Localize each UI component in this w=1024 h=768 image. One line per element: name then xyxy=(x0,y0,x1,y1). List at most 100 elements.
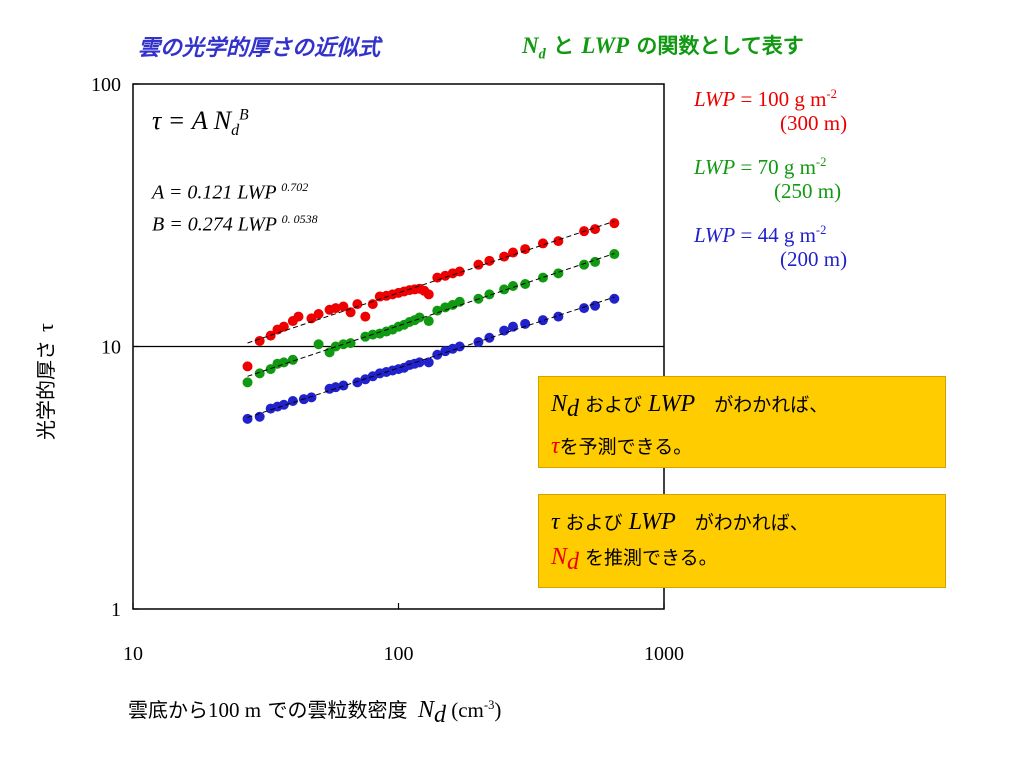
note-tail: を予測できる。 xyxy=(559,436,693,459)
legend-lwp-exp: -2 xyxy=(815,155,827,169)
note-mid: および xyxy=(579,394,649,416)
data-point xyxy=(520,244,531,255)
legend-lwp-label: LWP xyxy=(694,223,736,247)
data-point xyxy=(454,296,465,307)
data-point xyxy=(579,303,590,314)
data-point xyxy=(287,395,298,406)
data-point xyxy=(287,354,298,365)
note-infer-nd: τ および LWP がわかれば、 Nd を推測できる。 xyxy=(538,494,946,588)
x-axis-unit-close: ) xyxy=(494,698,502,722)
note-var: τ xyxy=(551,509,560,535)
data-point xyxy=(278,357,289,368)
data-point xyxy=(432,305,443,316)
legend-item-lwp100: LWP = 100 g m-2 (300 m) xyxy=(694,82,847,135)
legend-lwp-value: = 70 g m xyxy=(735,155,816,179)
data-point xyxy=(306,392,317,403)
data-point xyxy=(537,315,548,326)
note-tail: がわかれば、 xyxy=(675,512,809,534)
data-point xyxy=(484,332,495,343)
data-point xyxy=(609,293,620,304)
note-lwp: LWP xyxy=(648,391,696,417)
coef-a-text: A = 0.121 LWP xyxy=(152,181,282,204)
x-tick-label: 10 xyxy=(123,643,143,665)
note-var-sub: d xyxy=(567,396,580,423)
data-point xyxy=(579,259,590,270)
data-point xyxy=(338,301,349,312)
data-point xyxy=(352,299,363,310)
legend-lwp-label: LWP xyxy=(694,155,736,179)
note-highlight-var: N xyxy=(551,544,568,570)
data-point xyxy=(242,361,253,372)
fit-line xyxy=(247,220,615,344)
y-axis-title: 光学的厚さ τ xyxy=(30,323,59,440)
data-point xyxy=(520,318,531,329)
title-mid: と xyxy=(545,34,582,58)
note-highlight-var: τ xyxy=(551,433,560,460)
data-point xyxy=(499,325,510,336)
note-line: τ および LWP がわかれば、 xyxy=(551,505,933,540)
x-axis-title: 雲底から100 m での雲粒数密度 Nd (cm-3) xyxy=(128,694,501,729)
legend-lwp-paren: (200 m) xyxy=(780,247,848,271)
title-lwp: LWP xyxy=(581,33,630,58)
data-point xyxy=(508,321,519,332)
main-equation-lhs: τ = A N xyxy=(152,106,232,135)
main-equation: τ = A NdB xyxy=(152,106,249,140)
legend-item-lwp70: LWP = 70 g m-2 (250 m) xyxy=(694,150,841,203)
data-point xyxy=(338,380,349,391)
fit-line xyxy=(247,253,615,377)
legend-lwp-label: LWP xyxy=(694,87,736,111)
data-point xyxy=(537,272,548,283)
data-point xyxy=(423,357,434,368)
x-axis-unit-exp: -3 xyxy=(483,698,495,712)
x-tick-label: 1000 xyxy=(644,643,684,665)
note-tail: がわかれば、 xyxy=(695,394,829,416)
coef-a-equation: A = 0.121 LWP 0.702 xyxy=(152,180,308,205)
chart-title-left: 雲の光学的厚さの近似式 xyxy=(138,36,381,61)
legend-lwp-paren: (300 m) xyxy=(780,111,848,135)
note-mid: および xyxy=(559,512,629,534)
y-tick-label: 10 xyxy=(101,337,121,359)
legend-item-lwp44: LWP = 44 g m-2 (200 m) xyxy=(694,218,847,271)
data-point xyxy=(278,321,289,332)
note-highlight-sub: d xyxy=(567,549,580,576)
data-point xyxy=(484,289,495,300)
data-point xyxy=(609,249,620,260)
x-axis-title-jp: 雲底から xyxy=(128,698,208,722)
legend-lwp-exp: -2 xyxy=(826,87,837,101)
data-point xyxy=(609,218,620,229)
x-axis-var-sub: d xyxy=(433,702,446,729)
data-point xyxy=(553,311,564,322)
note-tail: を推測できる。 xyxy=(579,547,718,569)
data-point xyxy=(242,377,253,388)
y-axis-title-text: 光学的厚さ xyxy=(34,340,58,440)
data-point xyxy=(432,349,443,360)
note-var: N xyxy=(551,391,568,417)
data-point xyxy=(330,303,341,314)
data-point xyxy=(499,284,510,295)
legend-lwp-paren: (250 m) xyxy=(774,179,842,203)
data-point xyxy=(367,299,378,310)
data-point xyxy=(414,357,425,368)
coef-b-equation: B = 0.274 LWP 0. 0538 xyxy=(152,212,318,237)
data-point xyxy=(313,308,324,319)
data-point xyxy=(345,338,356,349)
data-point xyxy=(423,316,434,327)
note-predict-tau: Nd および LWP がわかれば、 τを予測できる。 xyxy=(538,376,946,468)
coef-b-text: B = 0.274 LWP xyxy=(152,213,282,236)
legend-lwp-exp: -2 xyxy=(815,223,827,237)
x-axis-var: N xyxy=(417,697,434,723)
main-equation-exp: B xyxy=(239,106,249,124)
title-tail: の関数として表す xyxy=(629,34,804,58)
chart-title-right: Nd と LWP の関数として表す xyxy=(522,30,804,64)
main-equation-sub: d xyxy=(231,122,240,140)
data-point xyxy=(352,377,363,388)
x-tick-label: 100 xyxy=(384,643,414,665)
coef-b-exp: 0. 0538 xyxy=(281,212,318,226)
x-axis-title-num: 100 m xyxy=(208,698,262,722)
data-point xyxy=(293,311,304,322)
data-point xyxy=(278,399,289,410)
data-point xyxy=(313,339,324,350)
data-point xyxy=(432,272,443,283)
legend-lwp-value: = 44 g m xyxy=(735,223,816,247)
